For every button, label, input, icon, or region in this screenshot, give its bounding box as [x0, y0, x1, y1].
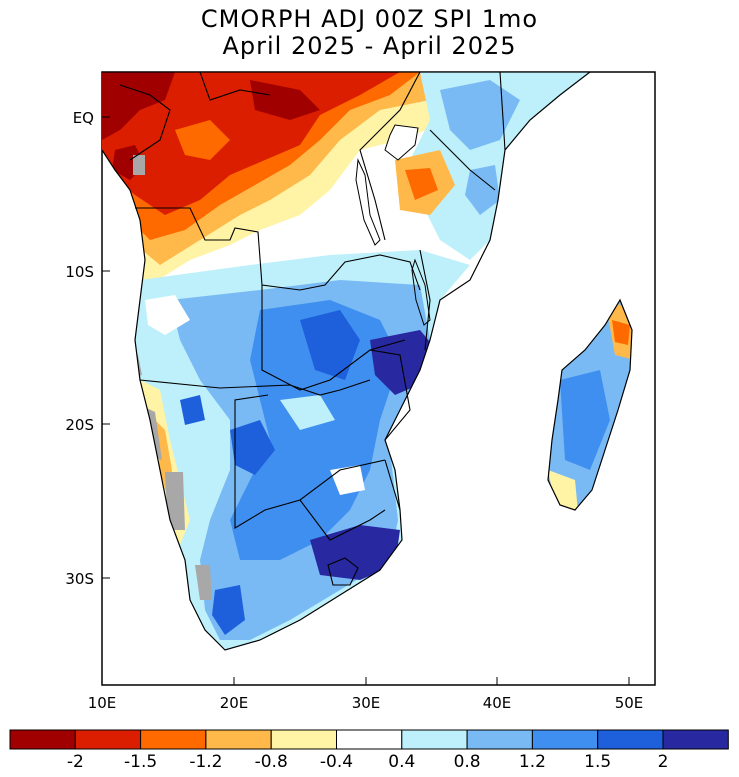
madagascar-coastline	[547, 298, 633, 511]
legend-label: -1.5	[124, 752, 157, 772]
lon-label-50e: 50E	[615, 694, 644, 712]
lat-label-10s: 10S	[65, 263, 94, 281]
legend-label: -2	[67, 752, 84, 772]
lon-label-30e: 30E	[352, 694, 381, 712]
legend-box	[9, 729, 76, 750]
map-title-line1: CMORPH ADJ 00Z SPI 1mo	[200, 5, 539, 33]
africa-coastline	[102, 72, 591, 651]
legend-label: -0.8	[255, 752, 288, 772]
color-legend: -2 -1.5 -1.2 -0.8 -0.4 0.4 0.8 1.2 1.5 2	[9, 729, 729, 772]
lat-label-20s: 20S	[65, 416, 94, 434]
legend-label: -0.4	[320, 752, 353, 772]
legend-label: 1.5	[584, 752, 611, 772]
legend-labels: -2 -1.5 -1.2 -0.8 -0.4 0.4 0.8 1.2 1.5 2	[67, 752, 669, 772]
legend-box	[336, 729, 403, 750]
legend-label: -1.2	[189, 752, 222, 772]
legend-box	[662, 729, 729, 750]
legend-box	[401, 729, 468, 750]
legend-box	[466, 729, 533, 750]
longitude-ticks	[101, 677, 630, 685]
legend-label: 0.8	[454, 752, 481, 772]
legend-label: 2	[658, 752, 669, 772]
country-borders	[119, 72, 506, 541]
lat-label-30s: 30S	[65, 570, 94, 588]
map-title-line2: April 2025 - April 2025	[222, 32, 517, 60]
legend-box	[270, 729, 338, 750]
lon-label-40e: 40E	[483, 694, 512, 712]
legend-box	[597, 729, 664, 750]
legend-box	[74, 729, 142, 750]
legend-label: 0.4	[388, 752, 415, 772]
legend-box	[205, 729, 272, 750]
legend-box	[531, 729, 599, 750]
lesotho-border	[327, 557, 359, 586]
spi-map: EQ 10S 20S 30S 10E 20E 30E 40E 50E	[65, 71, 656, 712]
latitude-ticks	[102, 116, 110, 579]
legend-box	[140, 729, 207, 750]
lake-victoria	[384, 124, 419, 161]
legend-label: 1.2	[519, 752, 546, 772]
lake-tanganyika	[355, 158, 381, 246]
legend-boxes	[9, 729, 729, 750]
lat-label-eq: EQ	[73, 109, 94, 127]
lake-malawi	[411, 258, 431, 326]
lon-label-20e: 20E	[220, 694, 249, 712]
lon-label-10e: 10E	[88, 694, 117, 712]
